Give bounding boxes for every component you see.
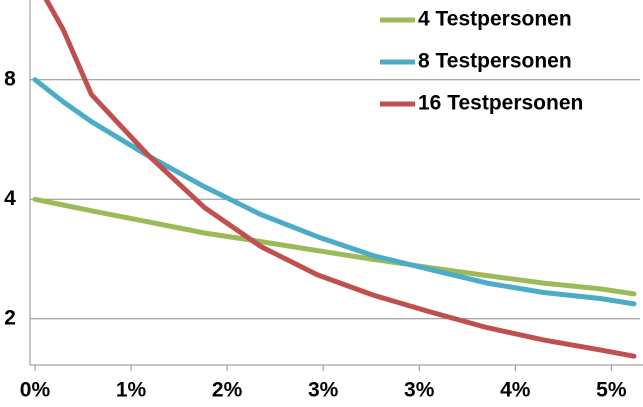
x-tick-label: 4% <box>500 379 531 402</box>
y-tick-label: 8 <box>4 67 16 90</box>
x-tick-label: 3% <box>404 379 435 402</box>
series-line <box>32 77 637 307</box>
y-tick-label: 2 <box>4 306 16 329</box>
x-tick-label: 3% <box>308 379 339 402</box>
x-tick-label: 2% <box>212 379 243 402</box>
x-tick-label: 1% <box>116 379 147 402</box>
legend-label: 8 Testpersonen <box>418 50 572 73</box>
plot-area <box>32 0 637 359</box>
y-tick-label: 4 <box>4 187 16 210</box>
series-line <box>32 196 637 297</box>
legend-label: 16 Testpersonen <box>418 92 583 115</box>
x-tick-label: 0% <box>20 379 51 402</box>
legend-label: 4 Testpersonen <box>418 8 572 31</box>
x-tick-label: 5% <box>596 379 627 402</box>
series-line <box>43 0 637 359</box>
